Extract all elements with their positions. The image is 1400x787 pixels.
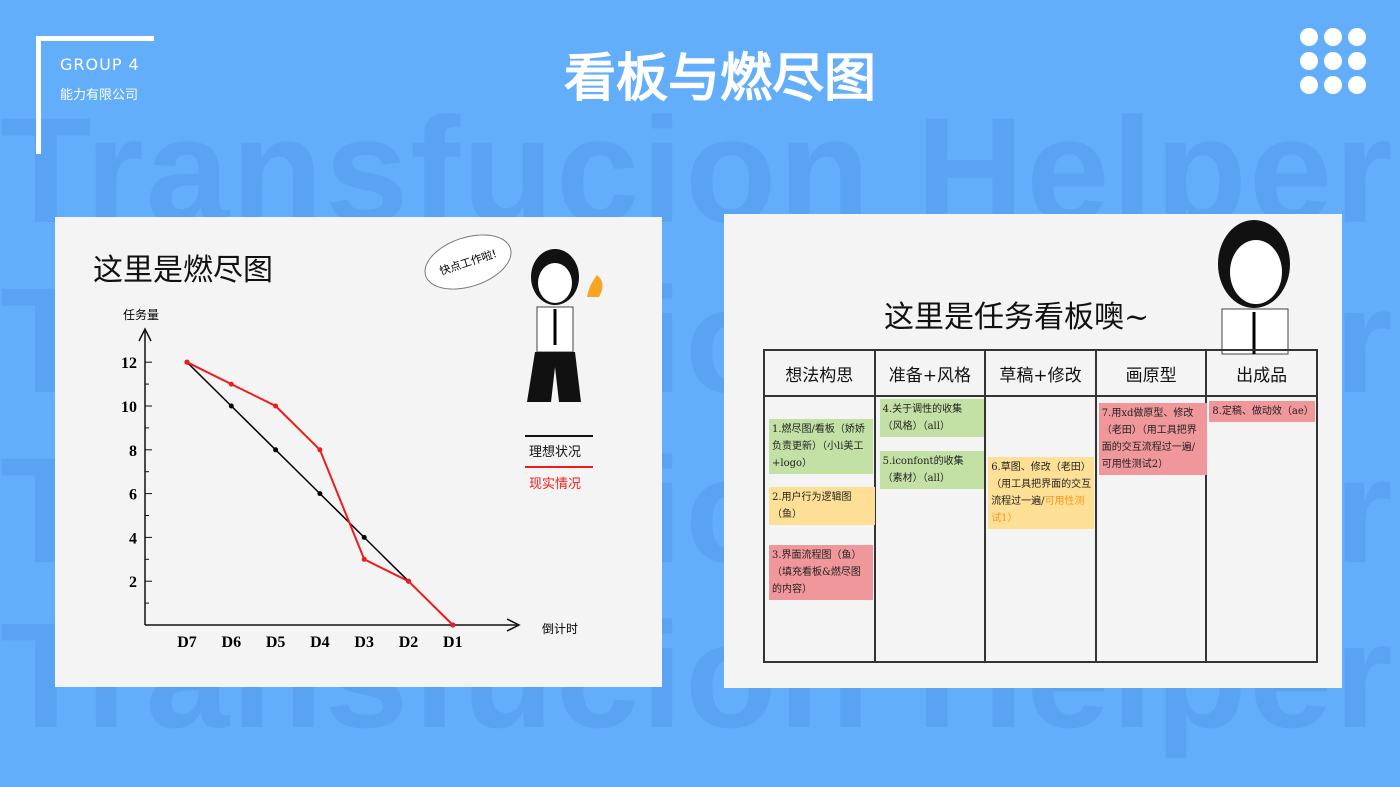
legend-ideal-line [525, 435, 593, 437]
data-point [228, 403, 234, 409]
data-point [450, 622, 456, 628]
burndown-heading: 这里是燃尽图 [93, 253, 273, 288]
x-tick-label: D6 [222, 634, 242, 651]
y-axis-arrow [138, 327, 152, 342]
x-axis-label: 倒计时 [542, 622, 579, 636]
kanban-column: 画原型 7.用xd做原型、修改（老田）（用工具把界面的交互流程过一遍/可用性测试2… [1096, 351, 1208, 661]
x-tick-label: D7 [177, 634, 197, 651]
x-tick-label: D1 [443, 634, 463, 651]
task-card-extra: 可用性测试1） [991, 496, 1085, 524]
kanban-card: 这里是任务看板噢~ 想法构思 1.燃尽图/看板（娇娇负责更新）（小li美工+log… [724, 214, 1342, 688]
data-point [361, 534, 367, 540]
legend-actual-label: 现实情况 [529, 477, 582, 492]
data-point [406, 578, 411, 584]
kanban-column-title: 出成品 [1207, 351, 1316, 397]
task-card[interactable]: 2.用户行为逻辑图（鱼） [769, 487, 875, 525]
character-illustration [527, 249, 603, 402]
data-point [361, 556, 367, 562]
x-tick-label: D5 [266, 634, 286, 651]
kanban-heading: 这里是任务看板噢~ [884, 300, 1150, 335]
kanban-column: 草稿+修改 6.草图、修改（老田）（用工具把界面的交互流程过一遍/可用性测试1） [986, 351, 1097, 661]
legend-actual-line [525, 466, 593, 468]
y-tick-label: 6 [129, 487, 137, 504]
task-card[interactable]: 7.用xd做原型、修改（老田）（用工具把界面的交互流程过一遍/可用性测试2） [1098, 403, 1207, 475]
kanban-column-title: 准备+风格 [875, 351, 985, 397]
data-point [273, 447, 279, 453]
data-point [184, 359, 190, 365]
x-axis-arrow [506, 618, 521, 632]
y-tick-label: 8 [129, 443, 137, 460]
kanban-column: 出成品 8.定稿、做动效（ae） [1207, 351, 1316, 661]
x-tick-label: D2 [399, 634, 419, 651]
page-title: 看板与燃尽图 [563, 49, 876, 109]
y-tick-label: 2 [129, 574, 137, 591]
burndown-chart: 2 4 6 8 10 12 D7 D6 D5 D4 D3 D2 D1 [121, 327, 521, 651]
kanban-column-title: 想法构思 [765, 351, 874, 397]
kanban-column: 想法构思 1.燃尽图/看板（娇娇负责更新）（小li美工+logo） 2.用户行为逻辑… [765, 351, 876, 661]
task-card[interactable]: 8.定稿、做动效（ae） [1209, 401, 1316, 422]
data-point [273, 403, 279, 409]
legend-ideal-label: 理想状况 [529, 445, 582, 460]
kanban-column: 准备+风格 4.关于调性的收集（风格）（all） 5.iconfont的收集（素材）… [875, 351, 987, 661]
burndown-card: 这里是燃尽图 快点工作啦! 理想状况 现实情况 任务量 倒计时 2 4 6 8 10 12… [55, 217, 662, 687]
data-point [317, 447, 323, 453]
grid-dots-icon[interactable] [1300, 28, 1366, 94]
task-card[interactable]: 3.界面流程图（鱼）（填充看板&燃尽图的内容） [769, 545, 873, 600]
kanban-column-title: 草稿+修改 [986, 351, 1095, 397]
task-card[interactable]: 6.草图、修改（老田）（用工具把界面的交互流程过一遍/可用性测试1） [988, 457, 1095, 529]
data-point [228, 381, 234, 387]
character-illustration [1218, 220, 1290, 355]
company-label: 能力有限公司 [60, 88, 139, 103]
x-tick-label: D4 [310, 634, 330, 651]
y-tick-label: 10 [121, 399, 137, 416]
task-card[interactable]: 5.iconfont的收集（素材）（all） [879, 451, 984, 489]
corner-frame [36, 36, 154, 154]
y-tick-label: 4 [129, 530, 137, 547]
kanban-board: 想法构思 1.燃尽图/看板（娇娇负责更新）（小li美工+logo） 2.用户行为逻辑… [763, 349, 1318, 663]
y-axis-label: 任务量 [123, 308, 160, 322]
data-point [317, 491, 323, 497]
group-label: GROUP 4 [60, 55, 140, 74]
task-card[interactable]: 4.关于调性的收集（风格）（all） [879, 399, 984, 437]
kanban-column-title: 画原型 [1096, 351, 1206, 397]
y-tick-label: 12 [121, 355, 137, 372]
task-card[interactable]: 1.燃尽图/看板（娇娇负责更新）（小li美工+logo） [769, 419, 873, 474]
x-tick-label: D3 [354, 634, 374, 651]
